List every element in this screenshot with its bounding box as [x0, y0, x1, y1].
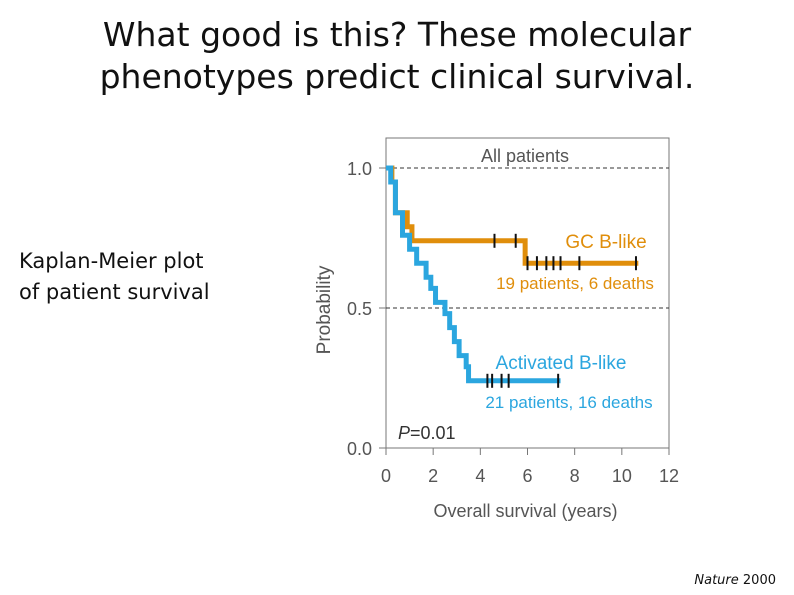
- survival-curve-activated-b-like: [386, 165, 561, 384]
- x-tick-label: 10: [612, 466, 632, 486]
- y-axis-label: Probability: [314, 265, 335, 354]
- caption-line-1: Kaplan-Meier plot: [19, 249, 204, 273]
- p-value-annotation: P=0.01: [398, 423, 456, 443]
- series-label: GC B-like: [565, 232, 646, 253]
- side-caption: Kaplan-Meier plot of patient survival: [19, 246, 210, 308]
- x-tick-label: 8: [570, 466, 580, 486]
- y-tick-label: 1.0: [347, 159, 372, 179]
- x-tick-label: 2: [428, 466, 438, 486]
- x-tick-label: 4: [475, 466, 485, 486]
- x-tick-label: 6: [522, 466, 532, 486]
- title-line-1: What good is this? These molecular: [102, 15, 692, 54]
- y-tick-label: 0.5: [347, 299, 372, 319]
- title-line-2: phenotypes predict clinical survival.: [99, 57, 695, 96]
- series-sublabel: 19 patients, 6 deaths: [496, 274, 654, 293]
- x-tick-label: 12: [659, 466, 679, 486]
- source-year: 2000: [742, 573, 776, 588]
- chart-title: All patients: [481, 146, 569, 166]
- series-sublabel: 21 patients, 16 deaths: [485, 393, 652, 412]
- x-tick-label: 0: [381, 466, 391, 486]
- x-axis-label: Overall survival (years): [433, 501, 617, 521]
- caption-line-2: of patient survival: [19, 280, 210, 304]
- y-tick-label: 0.0: [347, 439, 372, 459]
- series-label: Activated B-like: [496, 353, 627, 374]
- source-note: Nature 2000: [694, 573, 776, 588]
- source-journal: Nature: [694, 573, 739, 588]
- slide-title: What good is this? These molecular pheno…: [0, 14, 794, 98]
